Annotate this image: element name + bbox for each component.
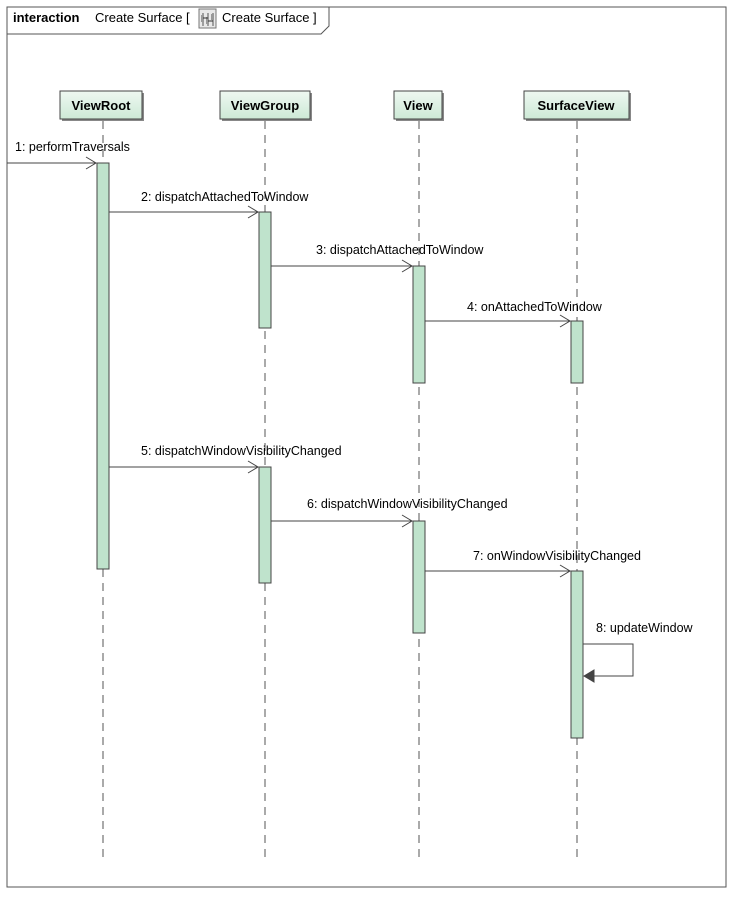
message-label: 4: onAttachedToWindow — [467, 300, 603, 314]
activation-view-1 — [412, 265, 426, 384]
message-5[interactable]: 5: dispatchWindowVisibilityChanged — [109, 444, 342, 474]
message-8[interactable]: 8: updateWindow — [583, 621, 694, 683]
lifeline-label-viewgroup: ViewGroup — [231, 98, 299, 113]
message-label: 8: updateWindow — [596, 621, 694, 635]
lifeline-head-viewgroup[interactable]: ViewGroup — [219, 90, 312, 121]
message-label: 5: dispatchWindowVisibilityChanged — [141, 444, 342, 458]
lifeline-label-surfaceview: SurfaceView — [537, 98, 615, 113]
frame-name: Create Surface [ — [95, 10, 190, 25]
lifeline-label-view: View — [403, 98, 433, 113]
lifeline-head-view[interactable]: View — [393, 90, 444, 121]
message-label: 7: onWindowVisibilityChanged — [473, 549, 641, 563]
lifeline-label-viewroot: ViewRoot — [72, 98, 132, 113]
message-2[interactable]: 2: dispatchAttachedToWindow — [109, 190, 309, 219]
activation-viewgroup-1 — [258, 211, 272, 329]
activation-surfaceview-1 — [570, 320, 584, 384]
message-1[interactable]: 1: performTraversals — [7, 140, 130, 170]
lifeline-head-surfaceview[interactable]: SurfaceView — [523, 90, 631, 121]
sequence-diagram-icon — [198, 8, 217, 29]
message-6[interactable]: 6: dispatchWindowVisibilityChanged — [271, 497, 508, 528]
message-3[interactable]: 3: dispatchAttachedToWindow — [271, 243, 484, 273]
activation-viewroot — [96, 162, 110, 570]
message-label: 1: performTraversals — [15, 140, 130, 154]
frame-keyword: interaction — [13, 10, 80, 25]
activation-viewgroup-2 — [258, 466, 272, 584]
activation-view-2 — [412, 520, 426, 634]
lifeline-head-viewroot[interactable]: ViewRoot — [59, 90, 144, 121]
message-label: 2: dispatchAttachedToWindow — [141, 190, 309, 204]
message-label: 6: dispatchWindowVisibilityChanged — [307, 497, 508, 511]
frame-ref-name: Create Surface ] — [222, 10, 317, 25]
activation-surfaceview-2 — [570, 570, 584, 739]
message-label: 3: dispatchAttachedToWindow — [316, 243, 484, 257]
frame-title-tab — [6, 6, 330, 35]
interaction-frame — [6, 6, 727, 888]
message-7[interactable]: 7: onWindowVisibilityChanged — [425, 549, 641, 578]
message-4[interactable]: 4: onAttachedToWindow — [425, 300, 603, 328]
